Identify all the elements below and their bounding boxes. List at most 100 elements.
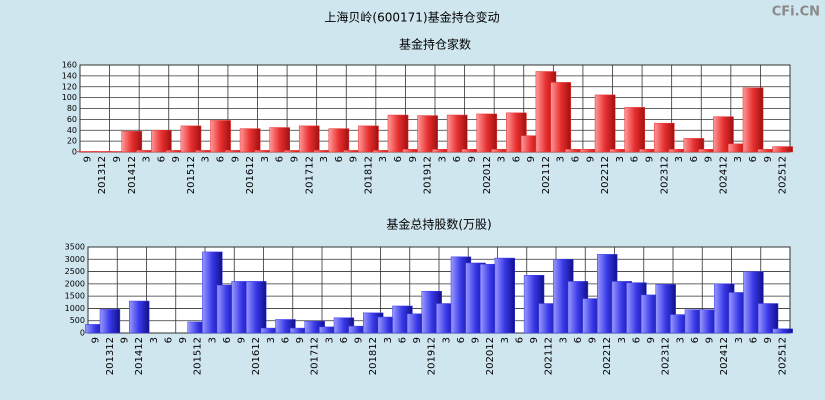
x-tick-label: 3 — [674, 156, 685, 162]
y-tick-label: 120 — [62, 82, 77, 91]
bar — [446, 114, 468, 153]
x-tick-label: 3 — [734, 337, 745, 343]
x-tick-label: 3 — [207, 337, 218, 343]
x-tick-label: 9 — [349, 156, 360, 162]
x-tick-label: 202412 — [719, 337, 730, 375]
x-tick-label: 202512 — [778, 337, 789, 375]
x-tick-label: 9 — [90, 337, 101, 343]
x-tick-label: 201912 — [423, 156, 434, 194]
x-tick-label: 201512 — [186, 156, 197, 194]
x-tick-label: 201412 — [134, 337, 145, 375]
page-title: 上海贝岭(600171)基金持仓变动 — [324, 10, 499, 25]
x-tick-label: 6 — [690, 337, 701, 343]
bar — [328, 128, 350, 153]
chart-title: 基金持仓家数 — [399, 37, 471, 52]
bar — [757, 303, 779, 334]
x-tick-label: 9 — [588, 337, 599, 343]
x-tick-label: 3 — [617, 337, 628, 343]
x-tick-label: 6 — [456, 337, 467, 343]
y-tick-label: 1500 — [65, 292, 85, 301]
x-tick-label: 201812 — [368, 337, 379, 375]
x-tick-label: 202312 — [661, 337, 672, 375]
x-tick-label: 6 — [573, 337, 584, 343]
bar — [298, 125, 320, 153]
x-tick-label: 3 — [383, 337, 394, 343]
x-tick-label: 9 — [178, 337, 189, 343]
y-tick-label: 20 — [67, 137, 77, 146]
bar — [494, 257, 516, 334]
x-tick-label: 3 — [266, 337, 277, 343]
x-tick-label: 6 — [275, 156, 286, 162]
x-tick-label: 6 — [748, 337, 759, 343]
x-tick-label: 3 — [497, 156, 508, 162]
y-tick-label: 80 — [67, 104, 77, 113]
bar — [713, 116, 734, 153]
x-tick-label: 9 — [471, 337, 482, 343]
x-tick-label: 201712 — [304, 156, 315, 194]
x-tick-label: 202112 — [541, 156, 552, 194]
x-tick-label: 9 — [585, 156, 596, 162]
watermark: CFi.CN — [772, 5, 820, 20]
x-tick-label: 202012 — [482, 156, 493, 194]
x-tick-label: 3 — [733, 156, 744, 162]
x-tick-label: 9 — [295, 337, 306, 343]
x-tick-label: 9 — [529, 337, 540, 343]
x-tick-label: 3 — [319, 156, 330, 162]
x-tick-label: 201612 — [245, 156, 256, 194]
y-tick-label: 0 — [80, 329, 85, 338]
bar — [772, 146, 793, 153]
x-tick-label: 3 — [201, 156, 212, 162]
x-tick-label: 6 — [397, 337, 408, 343]
x-tick-label: 6 — [393, 156, 404, 162]
x-tick-label: 9 — [526, 156, 537, 162]
x-tick-label: 201412 — [127, 156, 138, 194]
bar — [269, 127, 290, 153]
y-tick-label: 2000 — [65, 279, 85, 288]
x-tick-label: 3 — [615, 156, 626, 162]
bar — [151, 130, 172, 153]
x-tick-label: 202312 — [659, 156, 670, 194]
bar — [387, 114, 409, 153]
x-tick-label: 9 — [412, 337, 423, 343]
y-tick-label: 2500 — [65, 267, 85, 276]
x-tick-label: 202012 — [485, 337, 496, 375]
x-tick-label: 9 — [289, 156, 300, 162]
bar — [417, 115, 438, 153]
bar — [594, 94, 616, 153]
x-tick-label: 3 — [142, 156, 153, 162]
x-tick-label: 6 — [571, 156, 582, 162]
bar — [624, 107, 645, 153]
x-tick-label: 9 — [763, 337, 774, 343]
x-tick-label: 9 — [705, 337, 716, 343]
x-tick-label: 3 — [675, 337, 686, 343]
x-tick-label: 6 — [216, 156, 227, 162]
bar — [239, 128, 261, 153]
bar — [180, 125, 202, 153]
y-tick-label: 3500 — [65, 243, 85, 252]
y-tick-label: 3000 — [65, 255, 85, 264]
x-tick-label: 202412 — [718, 156, 729, 194]
x-tick-label: 6 — [630, 156, 641, 162]
x-tick-label: 202212 — [600, 156, 611, 194]
y-tick-label: 160 — [62, 61, 77, 70]
bar — [128, 300, 150, 334]
bar — [683, 138, 705, 153]
x-tick-label: 6 — [339, 337, 350, 343]
x-tick-label: 6 — [156, 156, 167, 162]
bar — [653, 122, 675, 153]
x-tick-label: 201312 — [97, 156, 108, 194]
x-tick-label: 9 — [354, 337, 365, 343]
x-tick-label: 201912 — [427, 337, 438, 375]
x-tick-label: 3 — [441, 337, 452, 343]
x-tick-label: 3 — [149, 337, 160, 343]
chart-title: 基金总持股数(万股) — [386, 217, 491, 232]
x-tick-label: 6 — [514, 337, 525, 343]
x-tick-label: 9 — [763, 156, 774, 162]
bar — [99, 309, 121, 334]
x-tick-label: 9 — [704, 156, 715, 162]
bar — [358, 125, 379, 153]
y-tick-label: 60 — [67, 115, 77, 124]
x-tick-label: 6 — [689, 156, 700, 162]
x-tick-label: 6 — [631, 337, 642, 343]
